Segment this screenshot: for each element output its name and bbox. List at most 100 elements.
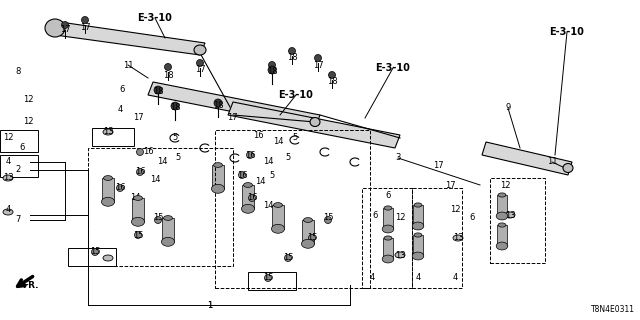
Ellipse shape bbox=[244, 183, 252, 188]
Ellipse shape bbox=[248, 195, 255, 202]
Ellipse shape bbox=[45, 19, 65, 37]
Ellipse shape bbox=[453, 235, 463, 241]
Ellipse shape bbox=[171, 102, 179, 110]
Polygon shape bbox=[162, 218, 174, 242]
Ellipse shape bbox=[194, 45, 206, 55]
Bar bbox=[248, 272, 296, 290]
Bar bbox=[68, 248, 116, 266]
Polygon shape bbox=[497, 225, 508, 246]
Polygon shape bbox=[148, 82, 320, 128]
Ellipse shape bbox=[134, 196, 143, 200]
Ellipse shape bbox=[498, 193, 506, 197]
Text: 12: 12 bbox=[500, 180, 510, 189]
Ellipse shape bbox=[81, 17, 88, 23]
Bar bbox=[92, 128, 134, 146]
Polygon shape bbox=[272, 205, 284, 229]
Text: 17: 17 bbox=[80, 23, 90, 33]
Polygon shape bbox=[383, 238, 393, 259]
Text: 2: 2 bbox=[15, 165, 20, 174]
Text: 6: 6 bbox=[415, 223, 420, 233]
Polygon shape bbox=[242, 185, 254, 209]
Ellipse shape bbox=[382, 225, 394, 233]
Text: 13: 13 bbox=[395, 251, 405, 260]
Text: E-3-10: E-3-10 bbox=[376, 63, 410, 73]
Ellipse shape bbox=[61, 21, 68, 28]
Ellipse shape bbox=[241, 204, 255, 213]
Bar bbox=[412, 188, 462, 288]
Ellipse shape bbox=[269, 61, 275, 68]
Ellipse shape bbox=[92, 249, 99, 255]
Text: 13: 13 bbox=[452, 234, 463, 243]
Ellipse shape bbox=[131, 217, 145, 226]
Text: 6: 6 bbox=[19, 143, 25, 153]
Bar bbox=[0, 130, 38, 152]
Ellipse shape bbox=[3, 175, 13, 181]
Text: 13: 13 bbox=[3, 173, 13, 182]
Polygon shape bbox=[55, 22, 205, 55]
Text: 18: 18 bbox=[326, 77, 337, 86]
Ellipse shape bbox=[103, 129, 113, 135]
Text: 17: 17 bbox=[445, 180, 455, 189]
Text: 4: 4 bbox=[117, 106, 123, 115]
Text: 15: 15 bbox=[90, 247, 100, 257]
Ellipse shape bbox=[498, 223, 506, 227]
Text: 4: 4 bbox=[5, 205, 11, 214]
Text: 15: 15 bbox=[153, 213, 163, 222]
Ellipse shape bbox=[328, 71, 335, 78]
Text: 1: 1 bbox=[207, 300, 212, 309]
Text: 16: 16 bbox=[244, 150, 255, 159]
Text: 6: 6 bbox=[119, 85, 125, 94]
Ellipse shape bbox=[271, 224, 285, 233]
Ellipse shape bbox=[384, 206, 392, 210]
Bar bbox=[0, 155, 38, 177]
Text: 18: 18 bbox=[267, 68, 277, 76]
Text: 11: 11 bbox=[547, 157, 557, 166]
Ellipse shape bbox=[289, 47, 296, 54]
Text: 6: 6 bbox=[385, 190, 390, 199]
Ellipse shape bbox=[164, 63, 172, 70]
Ellipse shape bbox=[308, 235, 316, 242]
Text: 4: 4 bbox=[415, 274, 420, 283]
Ellipse shape bbox=[414, 233, 422, 237]
Bar bbox=[362, 188, 412, 288]
Bar bbox=[215, 130, 370, 288]
Text: 5: 5 bbox=[172, 133, 178, 142]
Polygon shape bbox=[482, 142, 572, 175]
Text: 5: 5 bbox=[269, 171, 275, 180]
Ellipse shape bbox=[496, 242, 508, 250]
Ellipse shape bbox=[285, 254, 291, 261]
Text: 15: 15 bbox=[283, 253, 293, 262]
Ellipse shape bbox=[239, 172, 246, 179]
Text: 16: 16 bbox=[237, 171, 247, 180]
Ellipse shape bbox=[301, 239, 314, 248]
Bar bbox=[490, 178, 545, 263]
Text: E-3-10: E-3-10 bbox=[138, 13, 172, 23]
Text: E-3-10: E-3-10 bbox=[550, 27, 584, 37]
Text: 17: 17 bbox=[195, 66, 205, 75]
Ellipse shape bbox=[103, 255, 113, 261]
Polygon shape bbox=[302, 220, 314, 244]
Ellipse shape bbox=[268, 66, 276, 74]
Ellipse shape bbox=[196, 60, 204, 67]
Text: 18: 18 bbox=[170, 103, 180, 113]
Ellipse shape bbox=[563, 164, 573, 172]
Polygon shape bbox=[102, 178, 114, 202]
Ellipse shape bbox=[154, 86, 162, 94]
Ellipse shape bbox=[136, 148, 143, 156]
Text: 18: 18 bbox=[287, 53, 298, 62]
Text: 18: 18 bbox=[212, 100, 223, 109]
Text: 5: 5 bbox=[175, 154, 180, 163]
Text: 15: 15 bbox=[307, 234, 317, 243]
Ellipse shape bbox=[211, 184, 225, 193]
Text: 17: 17 bbox=[132, 114, 143, 123]
Text: 14: 14 bbox=[150, 175, 160, 185]
Polygon shape bbox=[497, 195, 508, 216]
Ellipse shape bbox=[264, 275, 271, 282]
Text: 15: 15 bbox=[323, 213, 333, 222]
Text: 4: 4 bbox=[5, 157, 11, 166]
Ellipse shape bbox=[273, 203, 282, 207]
Text: 16: 16 bbox=[134, 167, 145, 177]
Ellipse shape bbox=[395, 252, 405, 258]
Polygon shape bbox=[413, 205, 423, 226]
Text: 17: 17 bbox=[313, 60, 323, 69]
